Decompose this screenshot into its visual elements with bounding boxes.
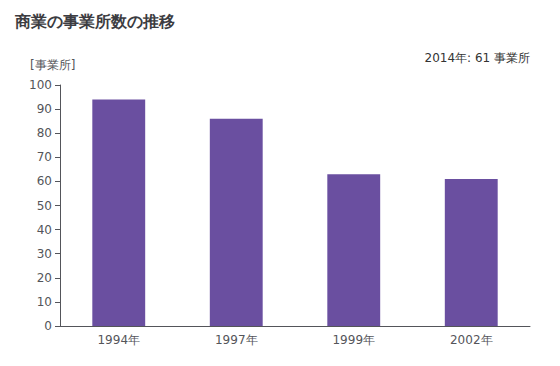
svg-text:1999年: 1999年 [332,333,375,347]
svg-text:1994年: 1994年 [97,333,140,347]
svg-text:90: 90 [37,102,52,116]
svg-text:2002年: 2002年 [450,333,493,347]
svg-text:50: 50 [37,199,52,213]
svg-text:1997年: 1997年 [215,333,258,347]
svg-text:[事業所]: [事業所] [30,58,75,72]
svg-text:0: 0 [44,319,52,333]
svg-text:60: 60 [37,174,52,188]
svg-text:100: 100 [29,78,52,92]
svg-text:2014年: 61 事業所: 2014年: 61 事業所 [425,51,530,65]
svg-text:10: 10 [37,295,52,309]
svg-text:30: 30 [37,247,52,261]
svg-text:80: 80 [37,126,52,140]
svg-text:20: 20 [37,271,52,285]
svg-text:70: 70 [37,150,52,164]
svg-text:商業の事業所数の推移: 商業の事業所数の推移 [14,12,175,31]
svg-text:40: 40 [37,223,52,237]
